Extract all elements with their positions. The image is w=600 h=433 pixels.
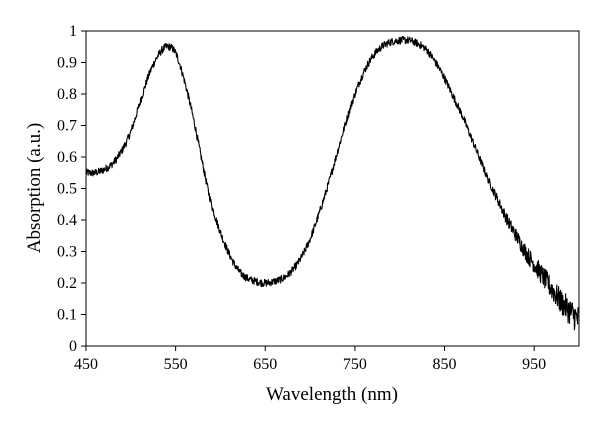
x-axis-title: Wavelength (nm) [266, 384, 398, 405]
absorption-series-line [85, 35, 580, 331]
x-tick-label: 850 [433, 356, 457, 373]
y-tick-label: 0.8 [57, 86, 77, 103]
y-tick-label: 0.7 [57, 118, 77, 135]
y-tick-label: 0.6 [57, 149, 77, 166]
series-layer [85, 35, 580, 331]
y-tick-label: 0.3 [57, 244, 77, 261]
x-tick-label: 450 [74, 356, 98, 373]
x-tick-label: 750 [343, 356, 367, 373]
y-tick-label: 0.9 [57, 55, 77, 72]
plot-area [85, 30, 580, 347]
y-tick-label: 0.4 [57, 212, 77, 229]
y-axis-title: Absorption (a.u.) [24, 123, 45, 253]
y-tick-label: 0.2 [57, 275, 77, 292]
x-axis: 450 550 650 750 850 950 [74, 346, 546, 373]
y-tick-label: 0.1 [57, 307, 77, 324]
y-tick-label: 1 [69, 23, 77, 40]
x-tick-label: 550 [164, 356, 188, 373]
y-tick-label: 0 [69, 338, 77, 355]
x-tick-label: 950 [522, 356, 546, 373]
y-axis: 0 0.1 0.2 0.3 0.4 0.5 0.6 0.7 0.8 0.9 1 [57, 23, 86, 355]
y-tick-label: 0.5 [57, 181, 77, 198]
x-tick-label: 650 [253, 356, 277, 373]
